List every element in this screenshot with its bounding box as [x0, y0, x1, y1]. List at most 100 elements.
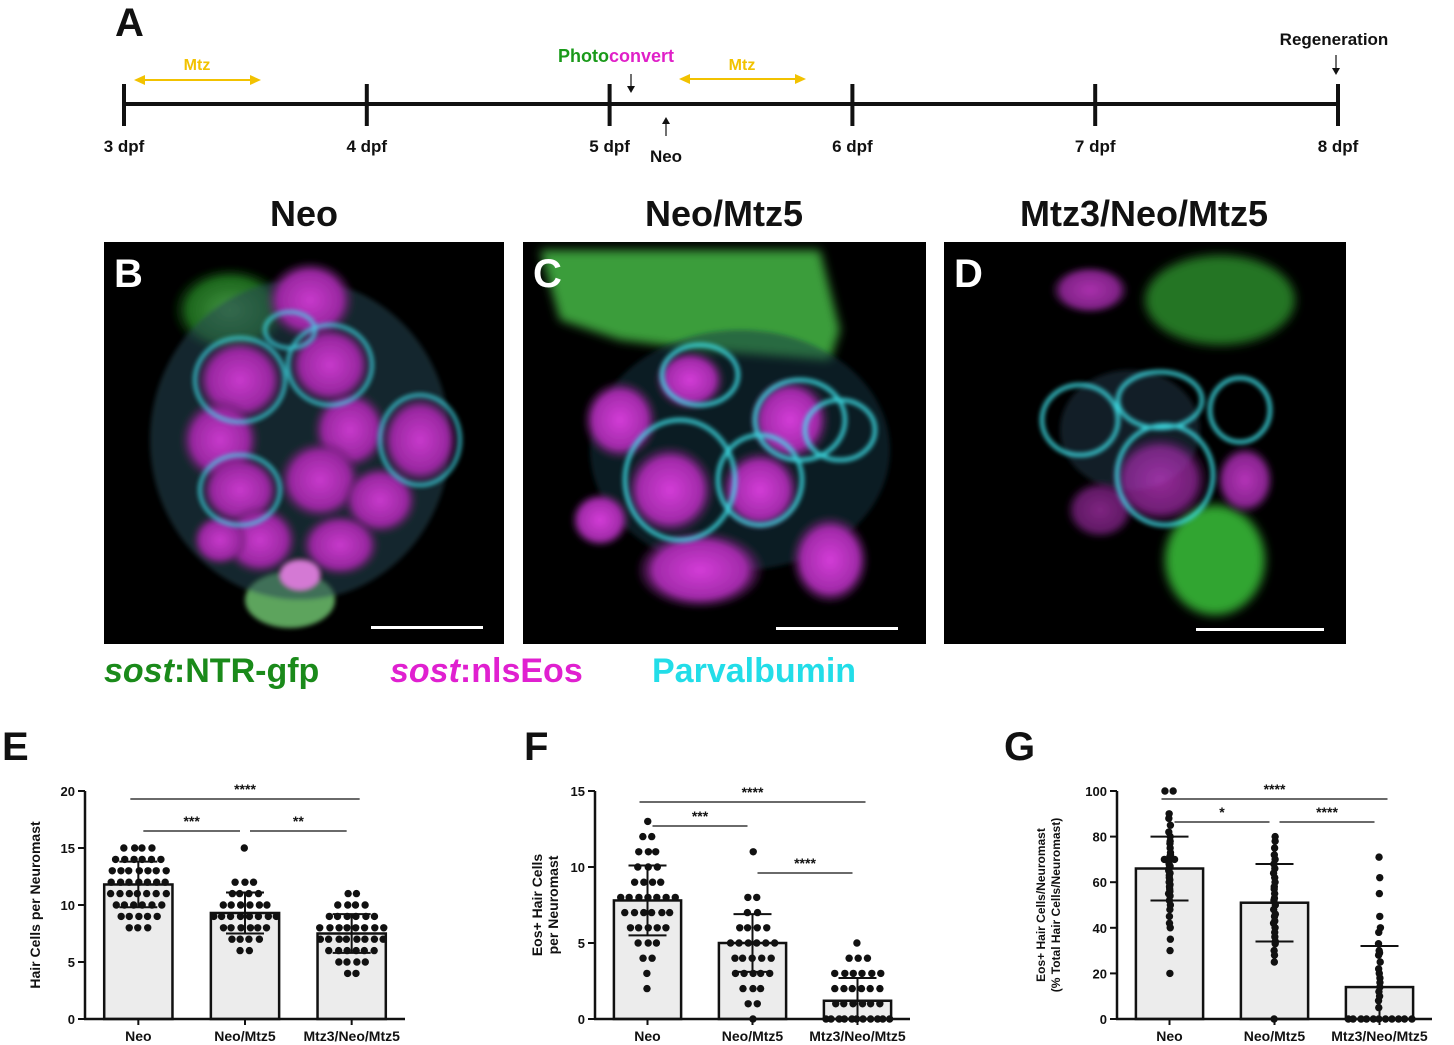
data-point	[162, 889, 171, 898]
data-point	[353, 958, 361, 966]
x-category-label: Neo/Mtz5	[1244, 1028, 1306, 1044]
data-point	[863, 954, 872, 962]
data-point	[125, 912, 133, 921]
data-point	[845, 954, 853, 962]
data-point	[763, 924, 771, 932]
legend-gfp: sost:NTR-gfp	[104, 652, 319, 690]
data-point	[325, 912, 334, 921]
data-point	[639, 832, 647, 841]
data-point	[753, 1000, 761, 1008]
y-tick-label: 5	[68, 955, 75, 970]
y-tick-label: 15	[61, 841, 75, 856]
data-point	[158, 901, 166, 909]
data-point	[152, 889, 160, 898]
data-point	[1270, 958, 1279, 966]
data-point	[743, 908, 752, 917]
data-point	[254, 889, 263, 898]
data-point	[662, 924, 670, 932]
data-point	[662, 893, 670, 902]
data-point	[120, 844, 128, 852]
data-point	[643, 969, 651, 978]
data-point	[148, 844, 156, 852]
y-axis-label-2: (% Total Hair Cells/Neuromast)	[1049, 818, 1063, 992]
significance-label: **	[293, 813, 304, 829]
timeline-day-label: 7 dpf	[1075, 137, 1116, 156]
data-point	[671, 893, 679, 902]
x-category-label: Neo	[634, 1028, 660, 1044]
data-point	[665, 908, 674, 917]
timeline-day-label: 4 dpf	[346, 137, 387, 156]
data-point	[227, 924, 235, 932]
y-axis-label-line: per Neuromast	[545, 855, 561, 954]
data-point	[144, 867, 152, 875]
data-point	[644, 848, 653, 856]
data-point	[877, 969, 885, 978]
data-point	[840, 1000, 848, 1008]
data-point	[334, 901, 342, 909]
data-point	[236, 912, 245, 921]
data-point	[316, 924, 324, 932]
y-tick-label: 80	[1093, 830, 1107, 845]
x-category-label: Neo	[125, 1028, 151, 1044]
data-point	[379, 935, 387, 943]
data-point	[1270, 844, 1279, 852]
data-point	[630, 878, 639, 886]
data-point	[324, 935, 333, 943]
data-point	[343, 969, 352, 978]
data-point	[753, 939, 761, 947]
data-point	[264, 912, 273, 921]
data-point	[255, 935, 264, 943]
image-title-b: Neo	[270, 193, 338, 234]
data-point	[640, 908, 648, 917]
data-point	[219, 901, 227, 909]
image-title-d: Mtz3/Neo/Mtz5	[1020, 193, 1268, 234]
data-point	[351, 901, 360, 909]
legend-parvalbumin: Parvalbumin	[652, 652, 856, 690]
data-point	[1165, 814, 1173, 823]
x-category-label: Mtz3/Neo/Mtz5	[303, 1028, 400, 1044]
timeline-panel: A 3 dpf 4 dpf 5 dpf 6 dpf 7 dpf 8 dpf Mtz Mtz…	[104, 1, 1389, 166]
neo-label: Neo	[650, 147, 682, 166]
data-point	[1166, 821, 1175, 829]
panel-letter-c: C	[533, 252, 562, 296]
significance-label: ***	[692, 808, 709, 824]
data-point	[841, 969, 849, 978]
data-point	[343, 958, 351, 966]
data-point	[866, 984, 874, 993]
data-point	[1375, 889, 1384, 898]
data-point	[342, 935, 351, 943]
y-axis-label: Eos+ Hair Cells/Neuromast	[1034, 828, 1048, 982]
significance-label: ****	[794, 855, 816, 871]
data-point	[361, 935, 369, 943]
data-point	[1165, 912, 1174, 921]
data-point	[658, 908, 666, 917]
micrograph-c: C	[523, 242, 926, 644]
y-axis-label: Hair Cells per Neuromast	[27, 821, 43, 989]
y-tick-label: 0	[578, 1012, 585, 1027]
data-point	[1166, 946, 1174, 955]
mtz-label-1: Mtz	[184, 57, 211, 74]
data-point	[240, 844, 248, 852]
data-point	[644, 817, 652, 826]
data-point	[625, 893, 633, 902]
data-point	[335, 924, 343, 932]
data-point	[344, 901, 352, 909]
data-point	[217, 912, 226, 921]
data-point	[157, 855, 165, 864]
data-point	[245, 912, 254, 921]
data-point	[744, 893, 752, 902]
data-point	[116, 878, 125, 886]
panel-letter-e: E	[2, 725, 29, 769]
data-point	[1270, 951, 1279, 959]
data-point	[108, 867, 116, 875]
data-point	[254, 924, 262, 932]
micrograph-d: D	[944, 242, 1346, 644]
data-point	[626, 924, 635, 932]
data-point	[831, 969, 839, 978]
data-point	[236, 901, 245, 909]
data-point	[116, 889, 124, 898]
data-point	[153, 912, 161, 921]
data-point	[235, 889, 244, 898]
data-point	[749, 848, 757, 856]
